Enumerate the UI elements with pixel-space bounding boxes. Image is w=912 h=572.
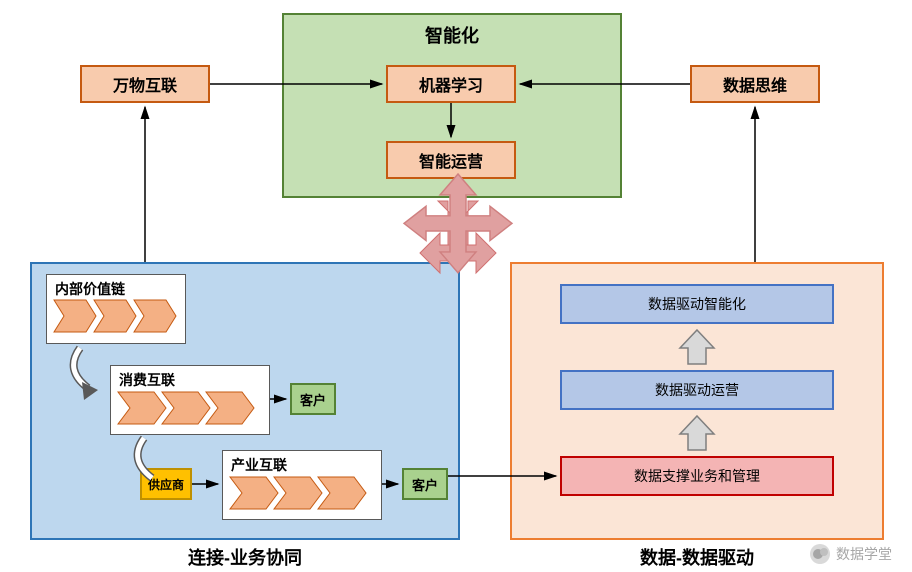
bar3-label: 数据支撑业务和管理 [634, 466, 760, 486]
left-panel-title: 连接-业务协同 [30, 544, 460, 570]
sub3-title: 产业互联 [231, 455, 287, 475]
node-data-thinking: 数据思维 [690, 65, 820, 103]
bar1-label: 数据驱动智能化 [648, 294, 746, 314]
sub3-customer-label: 客户 [412, 475, 438, 494]
sub-consumer: 消费互联 [110, 365, 270, 435]
top-panel-title: 智能化 [282, 22, 622, 48]
node-ml-label: 机器学习 [419, 72, 483, 96]
bar2-label: 数据驱动运营 [655, 380, 739, 400]
bar-smart: 数据驱动智能化 [560, 284, 834, 324]
watermark: 数据学堂 [810, 544, 892, 564]
node-iot-label: 万物互联 [113, 72, 177, 96]
sub2-title: 消费互联 [119, 370, 175, 390]
watermark-text: 数据学堂 [836, 544, 892, 564]
bar-support: 数据支撑业务和管理 [560, 456, 834, 496]
sub3-supplier: 供应商 [140, 468, 192, 500]
node-machine-learning: 机器学习 [386, 65, 516, 103]
sub2-customer: 客户 [290, 383, 336, 415]
node-smart-ops: 智能运营 [386, 141, 516, 179]
sub2-customer-label: 客户 [300, 390, 326, 409]
node-iot: 万物互联 [80, 65, 210, 103]
watermark-icon [810, 544, 830, 564]
node-ops-label: 智能运营 [419, 148, 483, 172]
node-dt-label: 数据思维 [723, 72, 787, 96]
sub1-title: 内部价值链 [55, 279, 125, 299]
bar-ops: 数据驱动运营 [560, 370, 834, 410]
sub-industry: 产业互联 [222, 450, 382, 520]
sub3-customer: 客户 [402, 468, 448, 500]
sub3-supplier-label: 供应商 [148, 476, 184, 493]
sub-internal-value: 内部价值链 [46, 274, 186, 344]
